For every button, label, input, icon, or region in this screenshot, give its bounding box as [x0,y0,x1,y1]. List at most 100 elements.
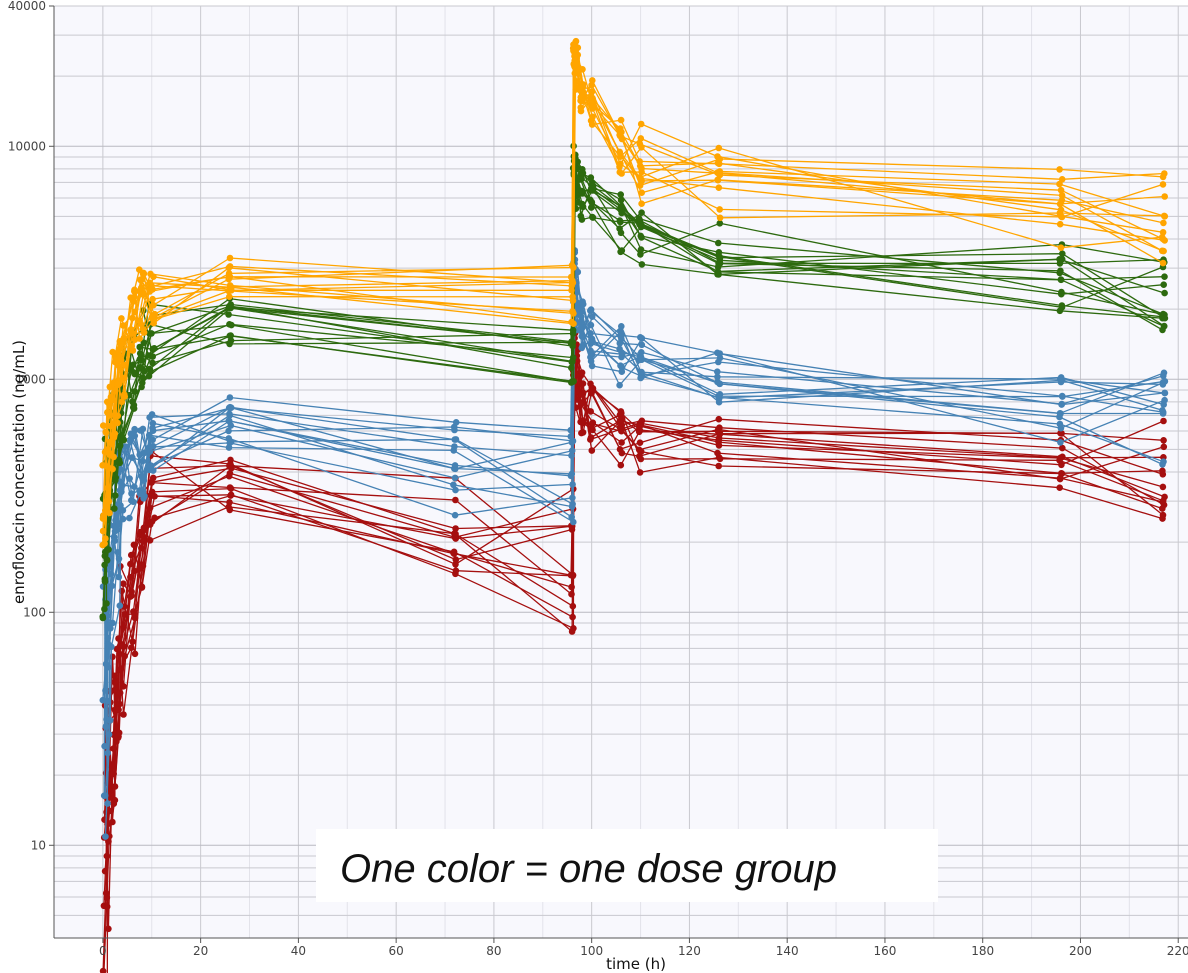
data-point [136,565,144,572]
data-point [226,403,234,411]
data-point [126,475,133,482]
subject-line [105,358,1164,774]
data-point [450,481,457,489]
data-point [637,251,644,258]
data-point [1160,443,1168,451]
data-point [452,436,460,443]
data-point [225,311,232,318]
data-point [569,500,576,508]
data-point [568,358,576,366]
data-point [638,341,646,349]
data-point [637,246,645,253]
data-point [1161,396,1168,404]
data-point [452,465,459,473]
data-point [452,567,460,574]
data-point [127,573,134,581]
data-point [1057,267,1064,275]
data-point [589,387,596,394]
data-point [141,449,148,457]
data-point [1160,281,1167,289]
data-point [572,46,580,54]
data-point [1058,192,1066,199]
data-point [1159,229,1167,236]
data-point [151,310,158,318]
data-point [1059,250,1066,257]
data-point [618,351,626,358]
data-point [146,288,153,295]
data-point [110,745,117,752]
data-point [1059,444,1066,452]
data-point [131,370,138,378]
data-point [638,368,645,376]
data-point [1159,181,1167,188]
data-point [121,393,128,400]
data-point [452,561,459,568]
data-point [589,419,597,427]
data-point [568,318,575,326]
data-point [104,749,111,757]
data-point [588,121,596,128]
data-point [1056,180,1063,188]
data-point [1058,176,1066,183]
y-tick-label: 10 [31,838,46,852]
data-point [1159,511,1167,519]
data-point [568,379,575,386]
data-point [99,967,107,973]
data-point [714,169,721,176]
y-tick-label: 40000 [8,0,46,13]
data-point [587,307,594,315]
data-point [577,400,585,408]
data-point [577,176,584,183]
data-point [616,163,623,171]
data-point [451,426,458,434]
data-point [618,209,625,217]
data-point [1161,273,1168,281]
y-tick-label: 100 [23,605,46,619]
data-point [1056,260,1064,267]
data-point [1058,470,1066,477]
data-point [1057,439,1064,446]
data-point [715,415,723,423]
data-point [101,605,108,613]
data-point [1057,200,1064,208]
data-point [121,443,129,450]
data-point [572,38,579,46]
data-point [588,204,595,211]
data-point [618,439,625,446]
data-point [227,460,234,468]
data-point [149,474,157,482]
data-point [225,273,233,281]
subject-line [107,281,1164,754]
data-point [227,491,235,499]
data-point [1161,314,1169,322]
data-point [226,484,234,491]
data-point [1057,429,1064,437]
data-point [588,88,596,95]
x-tick-label: 220 [1167,944,1188,958]
data-point [105,925,112,933]
data-point [714,373,721,381]
data-point [452,496,459,504]
data-point [129,398,136,406]
data-point [136,343,143,351]
data-point [226,302,233,310]
data-point [616,225,623,232]
data-point [568,583,575,591]
x-tick-label: 140 [776,944,799,958]
data-point [131,288,138,295]
data-point [589,213,596,221]
data-point [638,177,645,185]
data-point [129,404,137,411]
data-point [118,315,125,322]
data-point [589,113,596,121]
data-point [115,380,123,388]
data-point [569,602,577,610]
data-point [1058,302,1066,309]
data-point [577,319,584,327]
data-point [101,867,109,875]
y-tick-label: 10000 [8,139,46,153]
data-point [109,348,116,356]
data-point [635,428,643,436]
data-point [638,189,645,196]
